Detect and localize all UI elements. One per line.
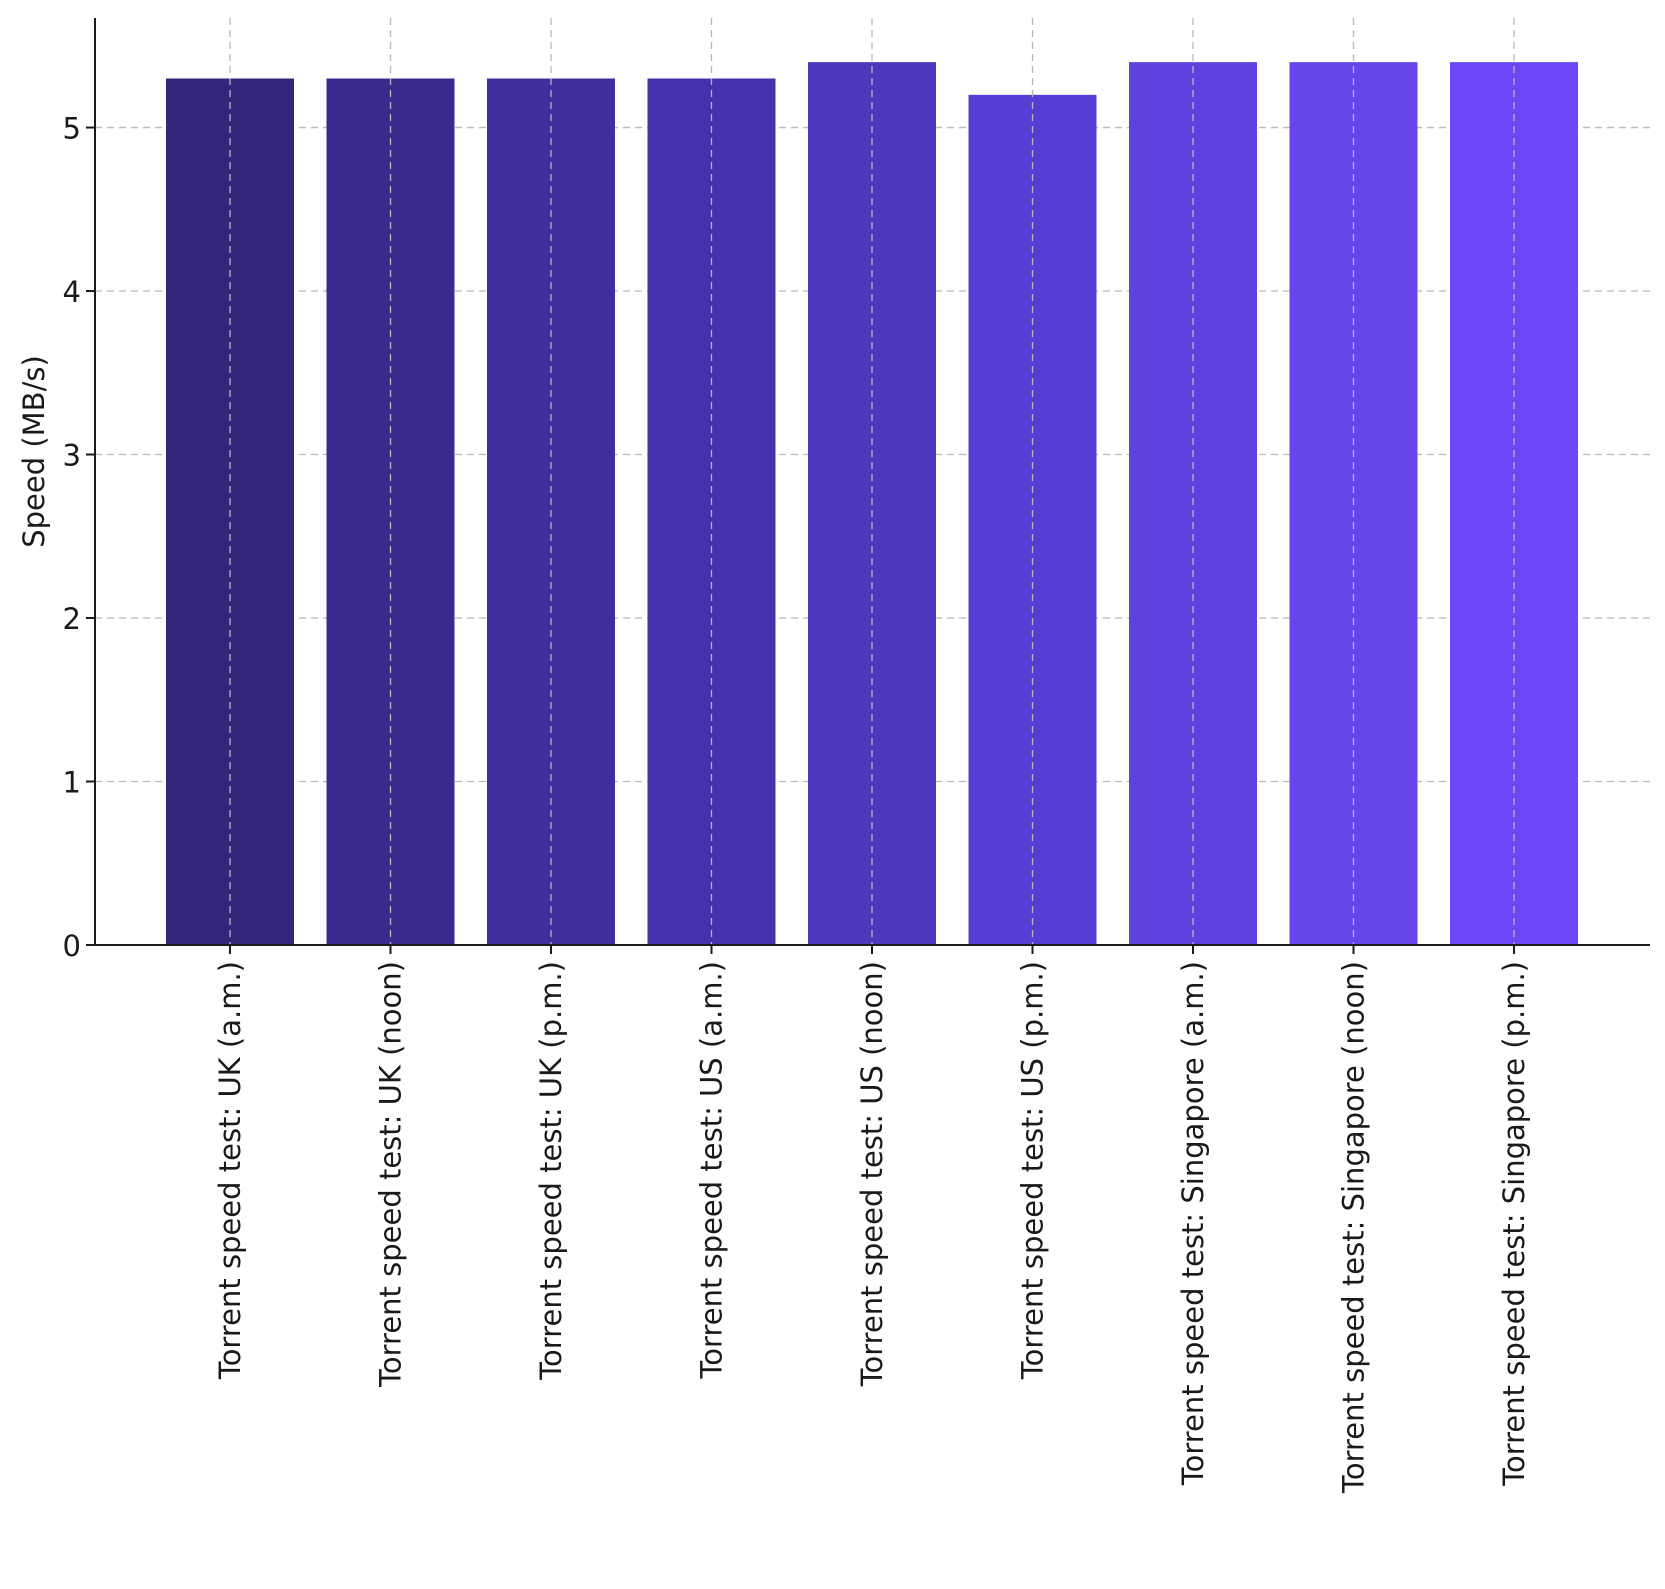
y-tick-label: 5 bbox=[63, 112, 81, 146]
y-tick-label: 1 bbox=[63, 766, 81, 800]
y-tick-label: 2 bbox=[63, 602, 81, 636]
x-tick-label: Torrent speed test: UK (noon) bbox=[374, 961, 408, 1388]
y-tick-label: 3 bbox=[63, 439, 81, 473]
y-axis-title: Speed (MB/s) bbox=[17, 355, 51, 548]
y-tick-label: 4 bbox=[63, 275, 81, 309]
x-tick-label: Torrent speed test: UK (a.m.) bbox=[213, 961, 247, 1380]
x-tick-labels: Torrent speed test: UK (a.m.) Torrent spe… bbox=[213, 945, 1531, 1494]
x-tick-label: Torrent speed test: UK (p.m.) bbox=[534, 961, 568, 1381]
y-tick-labels: 0 1 2 3 4 5 bbox=[63, 112, 95, 963]
x-tick-label: Torrent speed test: Singapore (a.m.) bbox=[1176, 961, 1210, 1486]
x-tick-label: Torrent speed test: US (p.m.) bbox=[1016, 961, 1050, 1380]
x-tick-label: Torrent speed test: US (noon) bbox=[855, 961, 889, 1387]
x-tick-label: Torrent speed test: Singapore (p.m.) bbox=[1497, 961, 1531, 1487]
x-tick-label: Torrent speed test: Singapore (noon) bbox=[1337, 961, 1371, 1494]
x-tick-label: Torrent speed test: US (a.m.) bbox=[695, 961, 729, 1379]
y-tick-label: 0 bbox=[63, 929, 81, 963]
